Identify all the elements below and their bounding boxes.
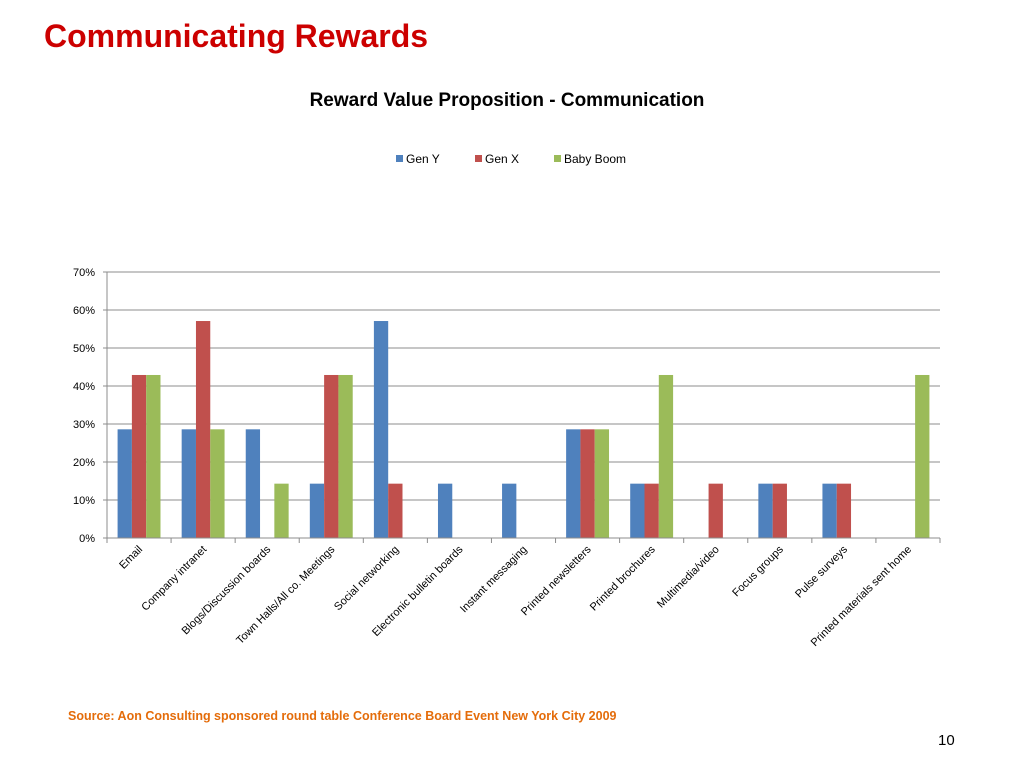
chart-gridlines	[107, 271, 940, 501]
y-tick-label: 50%	[73, 343, 95, 355]
bar-gen-x	[708, 483, 723, 538]
y-tick-label: 0%	[79, 533, 95, 545]
bar-baby-boom	[210, 429, 225, 538]
bar-gen-x	[388, 483, 403, 538]
chart-legend: Gen Y Gen X Baby Boom	[396, 152, 626, 166]
bar-gen-x	[580, 429, 595, 538]
legend-item: Gen Y	[396, 152, 440, 166]
bar-gen-y	[309, 483, 325, 538]
x-tick-label: Instant messaging	[458, 544, 530, 616]
legend-label: Gen Y	[406, 152, 440, 166]
x-tick-label: Pulse surveys	[793, 543, 850, 600]
bar-baby-boom	[338, 374, 353, 538]
x-tick-label: Email	[117, 544, 145, 572]
legend-label: Gen X	[485, 152, 519, 166]
legend-swatch	[554, 155, 561, 162]
x-tick-label: Printed newsletters	[519, 543, 594, 618]
bar-gen-y	[245, 429, 261, 538]
source-note: Source: Aon Consulting sponsored round t…	[68, 709, 617, 723]
bar-baby-boom	[594, 429, 610, 538]
bar-gen-x	[836, 483, 852, 538]
chart-title: Reward Value Proposition - Communication	[310, 90, 705, 111]
legend-swatch	[396, 155, 403, 162]
x-tick-label: Multimedia/video	[655, 544, 722, 611]
y-tick-label: 10%	[73, 495, 95, 507]
x-tick-label: Social networking	[332, 544, 401, 613]
bar-gen-y	[181, 429, 196, 538]
x-tick-label: Company intranet	[139, 544, 209, 614]
y-tick-label: 20%	[73, 457, 95, 469]
legend-label: Baby Boom	[564, 152, 626, 166]
y-tick-label: 60%	[73, 305, 95, 317]
bar-baby-boom	[915, 374, 930, 538]
bar-gen-y	[117, 429, 132, 538]
bar-chart: Reward Value Proposition - Communication…	[73, 90, 941, 649]
bar-baby-boom	[146, 374, 161, 538]
page-number: 10	[938, 732, 955, 749]
bar-gen-x	[644, 483, 659, 538]
y-tick-label: 70%	[73, 267, 95, 279]
legend-item: Baby Boom	[554, 152, 626, 166]
chart-axes	[106, 272, 940, 539]
bar-gen-x	[772, 483, 787, 538]
x-tick-label: Focus groups	[730, 543, 786, 599]
bar-baby-boom	[274, 483, 289, 538]
y-tick-label: 40%	[73, 381, 95, 393]
bar-gen-x	[195, 321, 211, 538]
bar-gen-x	[324, 374, 339, 538]
legend-item: Gen X	[475, 152, 519, 166]
bar-baby-boom	[658, 374, 674, 538]
y-axis-ticks: 0% 10% 20% 30% 40% 50% 60% 70%	[73, 267, 107, 545]
x-tick-label: Printed brochures	[588, 543, 658, 613]
bar-gen-y	[502, 483, 517, 538]
bar-gen-x	[131, 374, 147, 538]
legend-swatch	[475, 155, 482, 162]
bar-gen-y	[566, 429, 581, 538]
bar-gen-y	[758, 483, 773, 538]
bar-gen-y	[373, 321, 389, 538]
y-tick-label: 30%	[73, 419, 95, 431]
bar-gen-y	[437, 483, 453, 538]
chart-bars	[117, 321, 930, 538]
bar-gen-y	[630, 483, 645, 538]
slide-title: Communicating Rewards	[44, 18, 429, 54]
bar-gen-y	[822, 483, 837, 538]
